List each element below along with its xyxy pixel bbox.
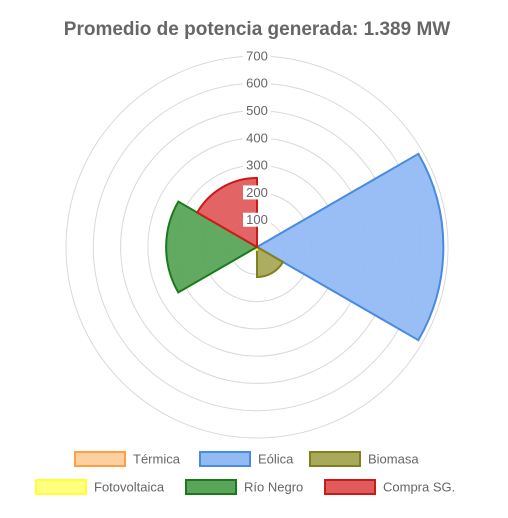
legend-label: Fotovoltaica [94,479,165,494]
wedge [165,200,259,294]
tick-label-bg [243,130,271,145]
r-tick-label: 400 [246,130,268,145]
legend-swatch [324,479,376,495]
r-tick-label: 300 [246,158,268,173]
legend-label: Biomasa [368,451,419,466]
legend-label: Río Negro [244,479,303,494]
chart-title: Promedio de potencia generada: 1.389 MW [64,19,450,40]
tick-label-bg [243,185,271,200]
tick-label-bg [243,49,271,63]
legend-swatch [199,451,251,467]
tick-label-bg [243,76,271,91]
legend-swatch [309,451,361,467]
wedge [255,152,445,342]
legend-label: Eólica [258,451,294,466]
r-tick-label: 500 [246,103,268,118]
wedge [256,245,285,279]
legend-label: Térmica [133,451,181,466]
legend-swatch [185,479,237,495]
r-tick-label: 200 [246,185,268,200]
r-tick-label: 600 [246,76,268,91]
tick-label-bg [243,212,271,227]
legend-swatch [74,451,126,467]
legend-label: Compra SG. [383,479,455,494]
r-tick-label: 100 [246,212,268,227]
tick-label-bg [243,158,271,173]
r-tick-label: 700 [246,48,268,63]
legend-swatch [35,479,87,495]
wedge [195,176,258,249]
tick-label-bg [243,103,271,118]
